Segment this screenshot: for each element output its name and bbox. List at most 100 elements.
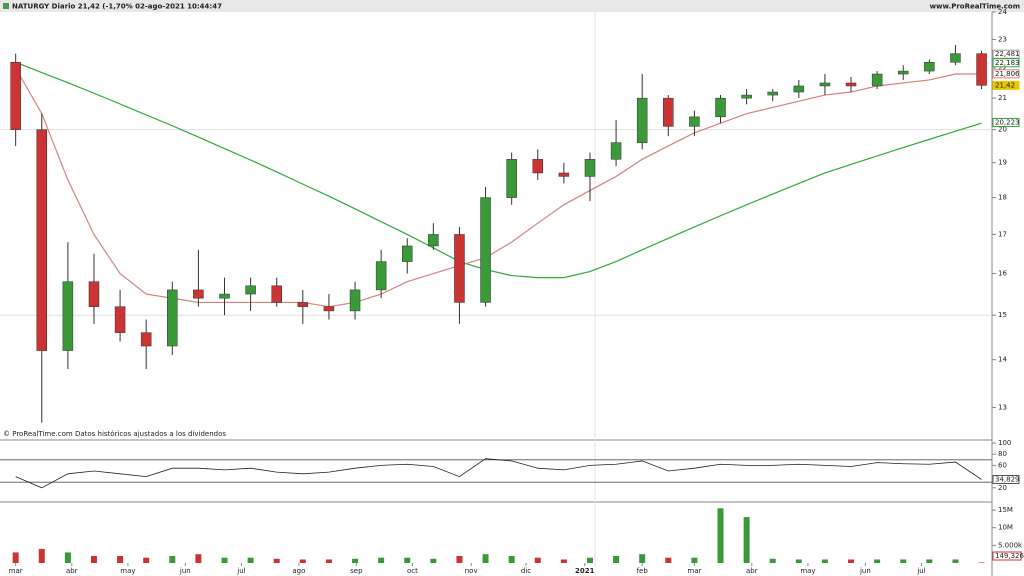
volume-bar: [717, 508, 724, 563]
candle-body: [271, 285, 282, 303]
candle-body: [741, 94, 752, 99]
volume-bar: [38, 548, 45, 563]
candle-body: [584, 159, 596, 177]
x-tick-label: may: [800, 567, 815, 575]
volume-bar: [64, 552, 71, 563]
volume-bar: [117, 555, 124, 563]
moving-average: [15, 61, 982, 279]
volume-bar: [482, 554, 489, 563]
candle-body: [36, 129, 48, 351]
volume-bar: [456, 555, 463, 563]
candle-body: [245, 285, 256, 295]
volume-bar: [169, 555, 176, 563]
price-label-box: [992, 69, 1020, 79]
candle-body: [793, 85, 805, 93]
candle-body: [558, 172, 570, 177]
x-tick-label: dic: [521, 567, 531, 575]
rsi-line: [15, 458, 982, 489]
x-tick-label: jul: [236, 567, 245, 575]
header-site: www.ProRealTime.com: [930, 3, 1020, 11]
price-label-box: [992, 117, 1020, 127]
volume-bar: [12, 552, 19, 563]
volume-bar: [378, 557, 385, 563]
candle-body: [401, 245, 413, 262]
candle-body: [897, 70, 909, 75]
candle-body: [976, 53, 987, 86]
volume-bar: [926, 559, 933, 563]
x-tick-label: oct: [407, 567, 418, 575]
moving-average: [15, 67, 982, 308]
candle-body: [167, 289, 178, 347]
volume-bar: [874, 559, 881, 563]
y-tick-label: 15: [998, 311, 1007, 319]
candle-body: [140, 332, 152, 347]
volume-bar: [900, 559, 907, 563]
candle-body: [871, 73, 883, 87]
y-tick-label: 21: [998, 94, 1007, 102]
candle-body: [689, 116, 700, 127]
candle-body: [506, 159, 517, 198]
volume-bar: [404, 557, 411, 563]
candle-body: [663, 97, 674, 127]
candle-body: [480, 197, 491, 303]
candle-body: [819, 82, 831, 87]
x-tick-label: ago: [292, 567, 305, 575]
y-tick-label: 24: [998, 8, 1007, 16]
volume-bar: [221, 557, 228, 563]
x-tick-label: 2021: [575, 567, 595, 575]
y-tick-label: 60: [998, 461, 1007, 469]
price-label-box: [992, 49, 1020, 59]
volume-bar: [795, 559, 802, 563]
x-tick-label: abr: [66, 567, 78, 575]
volume-bar: [195, 554, 202, 563]
candle-body: [114, 306, 126, 333]
candle-body: [845, 82, 857, 87]
y-tick-label: 22: [998, 64, 1007, 72]
y-tick-label: 15M: [998, 506, 1013, 514]
y-tick-label: 23: [998, 35, 1007, 43]
candle-body: [349, 289, 361, 312]
value-label: 149,326: [995, 552, 1024, 560]
candle-body: [428, 234, 439, 247]
value-label-box: [992, 474, 1020, 484]
x-tick-label: sep: [350, 567, 363, 575]
header-bar: [0, 0, 1024, 12]
price-label: 20,223: [995, 118, 1020, 126]
value-label-box: [992, 551, 1022, 561]
price-label: 22,183: [995, 59, 1020, 67]
volume-bar: [848, 559, 855, 563]
volume-bar: [247, 557, 254, 563]
header-icon: [3, 3, 9, 9]
x-tick-label: may: [120, 567, 135, 575]
candle-body: [950, 53, 961, 63]
x-tick-label: nov: [465, 567, 478, 575]
volume-bar: [143, 557, 150, 563]
y-tick-label: 19: [998, 159, 1007, 167]
value-label: 34,829: [995, 475, 1020, 483]
price-label: 21,806: [995, 70, 1020, 78]
x-tick-label: mar: [9, 567, 23, 575]
volume-bar: [665, 557, 672, 563]
x-tick-label: abr: [746, 567, 758, 575]
y-tick-label: 100: [998, 439, 1011, 447]
y-tick-label: 5.000k: [998, 541, 1023, 549]
candle-body: [924, 62, 935, 72]
candle-body: [636, 97, 648, 143]
volume-bar: [560, 559, 567, 563]
candle-body: [715, 97, 726, 118]
price-label: 21,42: [995, 81, 1015, 89]
volume-bar: [508, 555, 515, 563]
candle-body: [10, 62, 21, 130]
y-tick-label: 10M: [998, 524, 1013, 532]
y-tick-label: 20: [998, 484, 1007, 492]
candle-body: [193, 289, 204, 299]
volume-bar: [613, 555, 620, 563]
price-label-box: [992, 58, 1020, 68]
x-tick-label: jul: [916, 567, 925, 575]
x-tick-label: jun: [179, 567, 191, 575]
candle-body: [532, 159, 544, 174]
volume-bar: [273, 558, 280, 563]
price-label-box: [992, 80, 1020, 90]
y-tick-label: 16: [998, 270, 1007, 278]
